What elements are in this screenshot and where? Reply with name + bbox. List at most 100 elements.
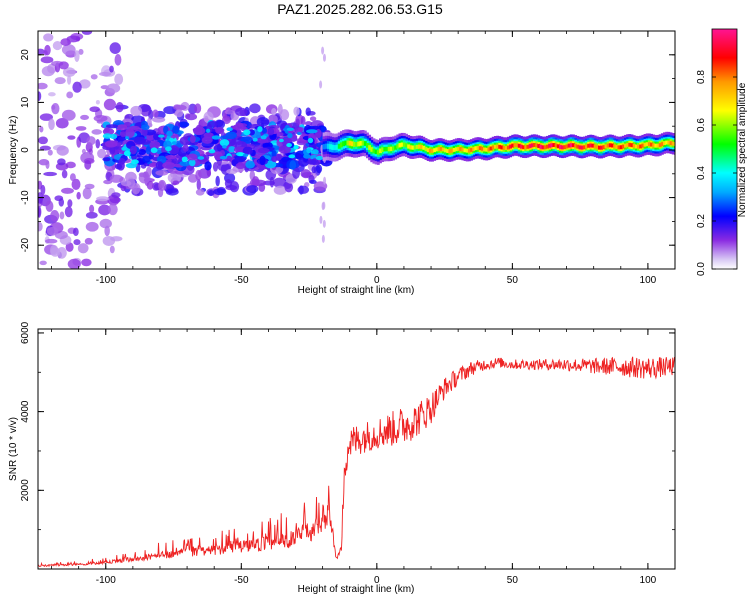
- spectrogram-blob: [271, 156, 278, 163]
- spectrogram-faint-blob: [66, 91, 74, 99]
- spectrogram-blob: [116, 124, 128, 131]
- spectrogram-track-core: [411, 145, 415, 150]
- spectrogram-faint-blob: [71, 178, 81, 190]
- spectrogram-track-core: [643, 142, 647, 147]
- spectrogram-track-core: [654, 143, 658, 148]
- spectrogram-faint-blob: [78, 79, 91, 89]
- spectrogram-faint-blob: [40, 184, 46, 196]
- spectrogram-blob: [245, 160, 255, 169]
- spectrogram-faint-blob: [75, 126, 87, 131]
- spectrogram-hot-spot: [286, 127, 294, 132]
- spectrogram-track-core: [324, 143, 328, 149]
- spectrogram-faint-blob: [72, 81, 82, 93]
- spectrogram-track-core: [504, 146, 508, 151]
- spectrogram-track-core: [365, 143, 369, 148]
- spectrogram-blob: [115, 163, 123, 170]
- spectrogram-faint-blob: [84, 159, 92, 170]
- spectrogram-x-tick-label: 50: [507, 275, 519, 286]
- spectrogram-track-core: [428, 148, 432, 153]
- spectrogram-blob: [296, 153, 302, 159]
- spectrogram-hot-spot: [307, 137, 314, 144]
- spectrogram-track-core: [361, 140, 365, 146]
- spectrogram-faint-blob: [109, 245, 115, 254]
- spectrogram-track-core: [398, 143, 402, 148]
- spectrogram-faint-blob: [256, 117, 270, 127]
- spectrogram-faint-blob: [152, 116, 166, 123]
- spectrogram-spike-blob: [322, 201, 326, 210]
- spectrogram-track-core: [624, 143, 627, 148]
- spectrogram-faint-blob: [58, 198, 65, 207]
- spectrogram-blob: [219, 139, 230, 147]
- spectrogram-track-core: [535, 143, 539, 148]
- spectrogram-hot-spot: [131, 159, 139, 165]
- spectrogram-track-core: [474, 146, 478, 151]
- spectrogram-faint-blob: [213, 188, 227, 196]
- spectrogram-track-core: [541, 145, 545, 150]
- spectrogram-faint-blob: [39, 126, 44, 133]
- spectrogram-faint-blob: [152, 182, 161, 191]
- spectrogram-hot-spot: [158, 134, 165, 138]
- spectrogram-track-core: [602, 145, 606, 150]
- spectrogram-blob: [102, 157, 111, 162]
- spectrogram-track-core: [604, 144, 608, 149]
- spectrogram-blob: [297, 127, 305, 132]
- spectrogram-faint-blob: [48, 118, 55, 131]
- spectrogram-faint-blob: [172, 180, 180, 185]
- spectrogram-faint-blob: [43, 50, 48, 56]
- spectrogram-track-core: [502, 146, 506, 150]
- spectrogram-track-core: [550, 143, 554, 148]
- spectrogram-track-core: [389, 146, 393, 152]
- spectrogram-faint-blob: [95, 139, 101, 149]
- spectrogram-track-core: [515, 143, 519, 148]
- spectrogram-x-axis-label: Height of straight line (km): [298, 285, 415, 296]
- spectrogram-blob: [234, 156, 246, 163]
- spectrogram-faint-blob: [207, 189, 215, 197]
- spectrogram-track-core: [478, 146, 482, 151]
- spectrogram-track-core: [554, 143, 558, 148]
- spectrogram-faint-blob: [82, 187, 92, 200]
- spectrogram-blob: [257, 147, 270, 154]
- spectrogram-track-core: [472, 146, 476, 151]
- spectrogram-faint-blob: [60, 38, 71, 46]
- spectrogram-blob: [235, 162, 246, 170]
- spectrogram-faint-blob: [292, 167, 300, 179]
- spectrogram-hot-spot: [121, 146, 127, 151]
- spectrogram-y-tick-label: 10: [20, 96, 31, 108]
- spectrogram-blob: [162, 161, 176, 169]
- spectrogram-track-core: [669, 141, 673, 146]
- spectrogram-track-core: [656, 143, 660, 148]
- spectrogram-faint-blob: [69, 173, 76, 182]
- spectrogram-faint-blob: [271, 107, 277, 116]
- spectrogram-track-core: [452, 147, 456, 152]
- spectrogram-track-core: [344, 140, 348, 146]
- spectrogram-track-core: [587, 143, 591, 148]
- snr-panel: -100 -50 0 50 100 2000 4000 6000 Height of str…: [8, 321, 676, 595]
- spectrogram-track-core: [331, 144, 335, 150]
- spectrogram-track-core: [394, 145, 398, 150]
- spectrogram-faint-blob: [309, 179, 317, 185]
- colorbar-tick-label: 0.8: [696, 70, 707, 84]
- spectrogram-faint-blob: [39, 145, 51, 151]
- spectrogram-track-core: [446, 149, 450, 153]
- spectrogram-faint-blob: [300, 169, 312, 179]
- colorbar-frame: [711, 28, 738, 270]
- spectrogram-blob: [142, 155, 151, 163]
- spectrogram-faint-blob: [120, 180, 132, 187]
- spectrogram-faint-blob: [195, 188, 205, 196]
- spectrogram-hot-spot: [166, 130, 173, 137]
- snr-y-ticks: 2000 4000 6000: [20, 321, 675, 570]
- spectrogram-blob: [149, 140, 161, 149]
- spectrogram-x-ticks: -100 -50 0 50 100: [51, 31, 676, 286]
- spectrogram-blob: [125, 128, 135, 138]
- spectrogram-track-core: [402, 142, 406, 147]
- spectrogram-hot-spot: [222, 145, 227, 149]
- spectrogram-faint-blob: [73, 239, 81, 246]
- spectrogram-blob: [307, 159, 317, 165]
- spectrogram-faint-blob: [77, 243, 89, 254]
- spectrogram-track-core: [617, 145, 621, 150]
- spectrogram-track-core: [545, 144, 549, 149]
- spectrogram-track-core: [368, 145, 372, 150]
- spectrogram-faint-blob: [67, 75, 72, 85]
- spectrogram-hot-spot: [252, 137, 258, 142]
